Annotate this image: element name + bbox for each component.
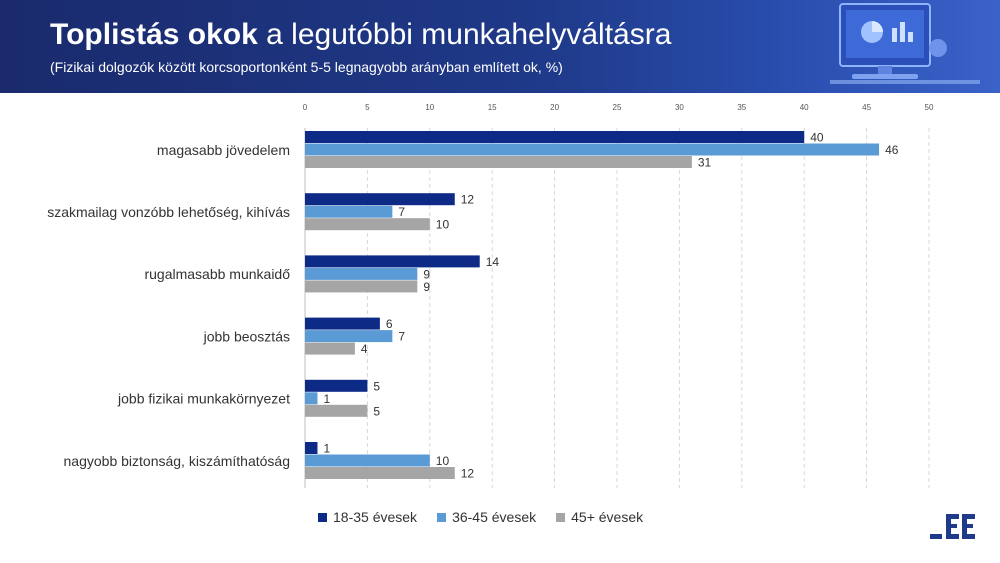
- data-label: 7: [398, 205, 405, 219]
- legend-label: 36-45 évesek: [452, 509, 537, 525]
- legend-item-series-2: 36-45 évesek: [437, 509, 536, 525]
- title-rest: a legutóbbi munkahelyváltásra: [257, 18, 672, 51]
- data-label: 5: [373, 404, 380, 418]
- data-label: 9: [423, 267, 430, 281]
- data-label: 9: [423, 280, 430, 294]
- legend-item-series-3: 45+ évesek: [556, 509, 643, 525]
- x-tick-label: 10: [425, 103, 434, 112]
- x-tick-label: 40: [800, 103, 809, 112]
- bar: [305, 255, 480, 268]
- data-label: 10: [436, 218, 450, 232]
- legend-label: 45+ évesek: [571, 509, 644, 525]
- data-label: 10: [436, 454, 450, 468]
- bar: [305, 156, 692, 168]
- data-label: 40: [810, 131, 824, 145]
- legend-swatch: [556, 512, 566, 522]
- x-axis-ticks: 0 5 10 15 20 25 30 35 40 45 50: [303, 103, 934, 112]
- x-tick-label: 35: [737, 103, 746, 112]
- bar: [305, 467, 455, 479]
- bar: [305, 342, 355, 355]
- bar: [305, 330, 393, 343]
- data-label: 31: [698, 156, 712, 170]
- chart-grid: [304, 128, 930, 488]
- category-label: rugalmasabb munkaidő: [144, 266, 290, 282]
- chart-legend: 18-35 évesek 36-45 évesek 45+ évesek: [318, 509, 643, 525]
- category-label: szakmailag vonzóbb lehetőség, kihívás: [47, 204, 290, 220]
- data-label: 46: [885, 143, 899, 157]
- x-tick-label: 30: [675, 103, 684, 112]
- bar: [305, 404, 368, 417]
- legend-item-series-1: 18-35 évesek: [318, 509, 417, 525]
- x-tick-label: 25: [613, 103, 622, 112]
- page-subtitle: (Fizikai dolgozók között korcsoportonkén…: [50, 59, 563, 75]
- desktop-computer-chart-icon: [830, 3, 980, 84]
- bar: [305, 392, 318, 405]
- category-label: nagyobb biztonság, kiszámíthatóság: [64, 453, 290, 469]
- x-tick-label: 20: [550, 103, 559, 112]
- bar: [305, 143, 880, 156]
- x-tick-label: 50: [925, 103, 934, 112]
- title-bold: Toplistás okok: [50, 18, 258, 51]
- ee-logo-icon: [930, 514, 975, 539]
- data-label: 5: [373, 379, 380, 393]
- data-label: 1: [323, 392, 330, 406]
- bar: [305, 205, 393, 218]
- data-label: 4: [361, 342, 368, 356]
- bar: [305, 267, 418, 280]
- bar: [305, 280, 418, 293]
- data-label: 6: [386, 317, 393, 331]
- bar-chart: 0 5 10 15 20 25 30 35 40 45 50 4046311271014996745…: [47, 103, 934, 488]
- category-label: jobb beosztás: [203, 328, 290, 344]
- data-label: 1: [323, 442, 330, 456]
- bar: [305, 379, 368, 392]
- data-label: 14: [486, 255, 500, 269]
- header-banner: Toplistás okok a legutóbbi munkahelyvált…: [0, 0, 1000, 93]
- bar: [305, 131, 805, 143]
- data-label: 7: [398, 330, 405, 344]
- bar: [305, 317, 380, 330]
- category-label: magasabb jövedelem: [157, 142, 290, 158]
- data-label: 12: [461, 467, 475, 481]
- bar: [305, 454, 430, 467]
- x-tick-label: 5: [365, 103, 370, 112]
- x-tick-label: 15: [488, 103, 497, 112]
- bar: [305, 442, 318, 454]
- bar: [305, 218, 430, 231]
- legend-swatch: [437, 512, 447, 522]
- page-title: Toplistás okok a legutóbbi munkahelyvált…: [50, 18, 671, 52]
- legend-label: 18-35 évesek: [333, 509, 418, 525]
- x-tick-label: 0: [303, 103, 308, 112]
- bar: [305, 193, 455, 206]
- category-labels: magasabb jövedelem szakmailag vonzóbb leh…: [47, 142, 290, 469]
- category-label: jobb fizikai munkakörnyezet: [117, 391, 290, 407]
- legend-swatch: [318, 512, 327, 522]
- x-tick-label: 45: [862, 103, 871, 112]
- data-label: 12: [461, 193, 475, 207]
